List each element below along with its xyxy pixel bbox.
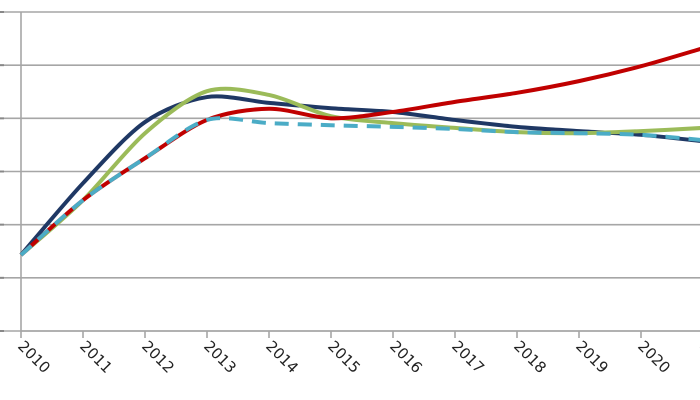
x-tick-label: 2014 bbox=[262, 337, 302, 377]
series-lines bbox=[19, 46, 700, 257]
x-tick-label: 2018 bbox=[510, 337, 550, 377]
x-axis bbox=[20, 12, 700, 338]
x-tick-label: 2021 bbox=[696, 337, 700, 377]
x-tick-label: 2020 bbox=[634, 337, 674, 377]
gridlines bbox=[0, 11, 700, 332]
x-tick-label: 2019 bbox=[572, 337, 612, 377]
series-line-red bbox=[19, 46, 700, 257]
x-tick-label: 2013 bbox=[200, 337, 240, 377]
x-tick-label: 2010 bbox=[14, 337, 54, 377]
x-tick-label: 2016 bbox=[386, 337, 426, 377]
x-tick-label: 2012 bbox=[138, 337, 178, 377]
series-line-cyan-dashed bbox=[19, 116, 700, 257]
x-tick-label: 2011 bbox=[76, 337, 116, 377]
series-line-navy bbox=[19, 94, 700, 257]
x-tick-label: 2017 bbox=[448, 337, 488, 377]
x-tick-label: 2015 bbox=[324, 337, 364, 377]
x-tick-labels: 2010 2011 2012 2013 2014 2015 2016 2017 2018 2019… bbox=[14, 337, 700, 377]
